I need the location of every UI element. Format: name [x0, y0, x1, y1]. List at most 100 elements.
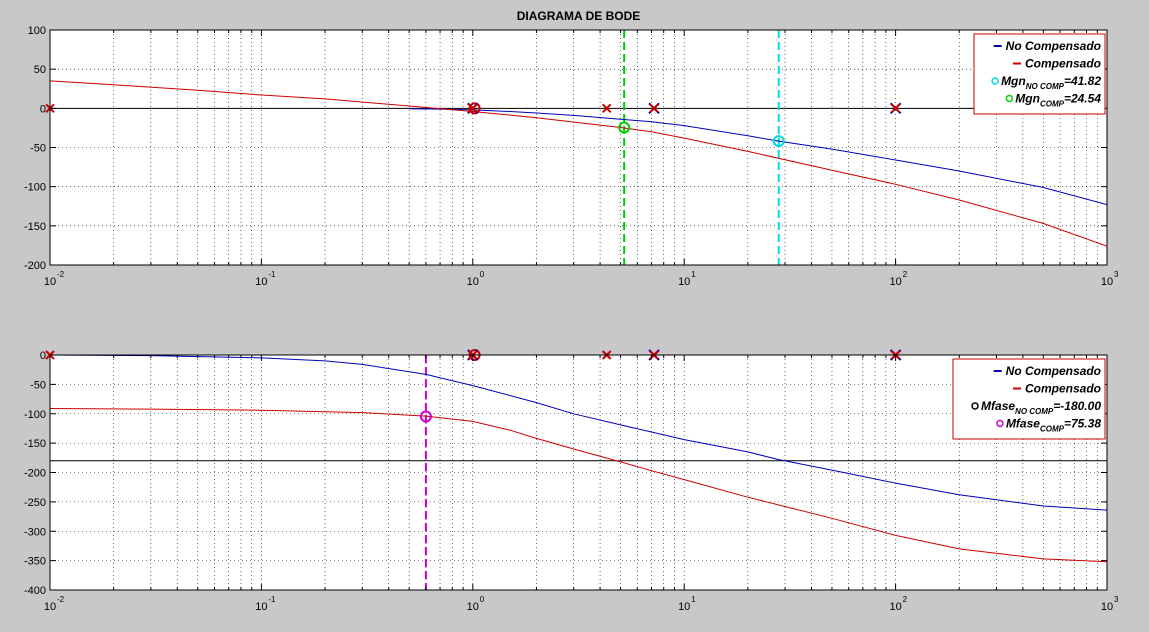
legend-label-sub: COMP	[1040, 100, 1065, 109]
legend-entry: MgnCOMP=24.54	[1005, 92, 1101, 109]
legend-entry: MfaseCOMP=75.38	[996, 417, 1101, 434]
legend-label-main: Mgn	[1015, 92, 1040, 106]
x-tick-label: 10	[1101, 601, 1113, 613]
x-tick-exponent: 0	[480, 270, 485, 279]
marker-cross-stroke	[649, 103, 659, 114]
legend-label-value: =-180.00	[1053, 399, 1101, 413]
x-tick-label: 10	[678, 601, 690, 613]
marker-cross-stroke	[890, 103, 901, 114]
marker-cross	[602, 103, 612, 114]
x-tick-exponent: -1	[268, 595, 276, 604]
legend-label-value: =41.82	[1064, 74, 1101, 88]
x-tick-label: 10	[44, 601, 56, 613]
y-tick-label: -150	[24, 438, 46, 450]
x-tick-exponent: 3	[1114, 270, 1119, 279]
legend-label-sub: NO COMP	[1026, 82, 1065, 91]
legend-label-value: =24.54	[1064, 92, 1101, 106]
marker-cross-stroke	[602, 103, 612, 114]
marker-circle	[468, 102, 481, 115]
x-tick-exponent: 1	[691, 270, 696, 279]
x-tick-exponent: 1	[691, 595, 696, 604]
marker-circle	[419, 410, 432, 423]
y-tick-label: -200	[24, 468, 46, 480]
x-tick-label: 10	[255, 276, 267, 288]
x-tick-label: 10	[678, 276, 690, 288]
y-tick-label: -400	[24, 585, 46, 597]
legend-entry: MgnNO COMP=41.82	[991, 74, 1101, 91]
legend-label: No Compensado	[1006, 364, 1101, 378]
marker-cross	[468, 103, 478, 114]
y-tick-label: 100	[28, 25, 46, 37]
chart-title: DIAGRAMA DE BODE	[517, 9, 641, 23]
plot-content	[50, 30, 1107, 265]
y-tick-label: 0	[40, 103, 46, 115]
legend-entry: No Compensado	[993, 364, 1101, 378]
x-tick-label: 10	[1101, 276, 1113, 288]
legend-entry: Compensado	[1012, 382, 1101, 396]
tick-marks	[49, 29, 1108, 266]
chart-magnitude: 100500-50-100-150-20010-210-110010110210…	[24, 9, 1119, 288]
y-tick-label: 0	[40, 350, 46, 362]
x-tick-label: 10	[889, 276, 901, 288]
legend-entry: Compensado	[1012, 57, 1101, 71]
legend-label-sub: NO COMP	[1015, 407, 1054, 416]
x-tick-label: 10	[889, 601, 901, 613]
legend-circle-swatch	[991, 77, 999, 85]
y-tick-label: 50	[34, 64, 46, 76]
y-tick-label: -100	[24, 409, 46, 421]
grid	[50, 355, 1107, 590]
x-tick-label: 10	[255, 601, 267, 613]
y-tick-label: -250	[24, 497, 46, 509]
x-tick-exponent: -2	[57, 595, 65, 604]
marker-circle	[772, 135, 785, 148]
legend-box	[952, 358, 1106, 440]
x-tick-label: 10	[467, 601, 479, 613]
tick-marks	[49, 354, 1108, 591]
legend: No Compensado Compensado MfaseNO COMP=-180…	[952, 358, 1106, 440]
legend-circle-swatch	[1005, 94, 1014, 103]
chart-phase: 0-50-100-150-200-250-300-350-40010-210-1…	[24, 349, 1119, 613]
legend-box	[973, 33, 1106, 115]
legend-label-sub: COMP	[1040, 425, 1065, 434]
legend-entry: MfaseNO COMP=-180.00	[971, 399, 1101, 416]
legend-label-main: Mgn	[1001, 74, 1026, 88]
series-line-no-compensado	[409, 108, 1107, 206]
x-tick-exponent: 0	[480, 595, 485, 604]
legend-label: Compensado	[1025, 382, 1101, 396]
legend-circle-swatch	[996, 419, 1004, 428]
series-line-no-compensado	[50, 355, 1107, 511]
x-tick-exponent: 2	[903, 595, 908, 604]
y-tick-label: -50	[30, 379, 46, 391]
legend-label: Compensado	[1025, 57, 1101, 71]
x-tick-exponent: 2	[903, 270, 908, 279]
marker-cross	[649, 103, 659, 114]
y-tick-label: -50	[30, 143, 46, 155]
legend-label: MfaseCOMP=75.38	[1006, 417, 1101, 434]
y-tick-label: -150	[24, 221, 46, 233]
legend-label: MgnNO COMP=41.82	[1001, 74, 1101, 91]
legend-entry: No Compensado	[993, 39, 1101, 53]
legend-circle-swatch	[971, 402, 979, 410]
marker-cross-stroke	[468, 103, 478, 114]
x-tick-label: 10	[467, 276, 479, 288]
marker-circle	[618, 121, 631, 134]
legend-label: MfaseNO COMP=-180.00	[981, 399, 1101, 416]
plot-content	[50, 355, 1107, 590]
y-tick-label: -350	[24, 556, 46, 568]
marker-cross	[890, 103, 901, 114]
legend-label: MgnCOMP=24.54	[1015, 92, 1101, 109]
x-tick-exponent: 3	[1114, 595, 1119, 604]
legend-label-main: Mfase	[981, 399, 1015, 413]
x-tick-exponent: -1	[268, 270, 276, 279]
x-tick-exponent: -2	[57, 270, 65, 279]
legend-label-value: =75.38	[1064, 417, 1101, 431]
series-line-compensado	[50, 80, 1107, 247]
y-tick-label: -100	[24, 182, 46, 194]
y-tick-label: -200	[24, 260, 46, 272]
legend-label: No Compensado	[1006, 39, 1101, 53]
x-tick-label: 10	[44, 276, 56, 288]
series-line-compensado	[50, 408, 1107, 563]
y-tick-label: -300	[24, 526, 46, 538]
